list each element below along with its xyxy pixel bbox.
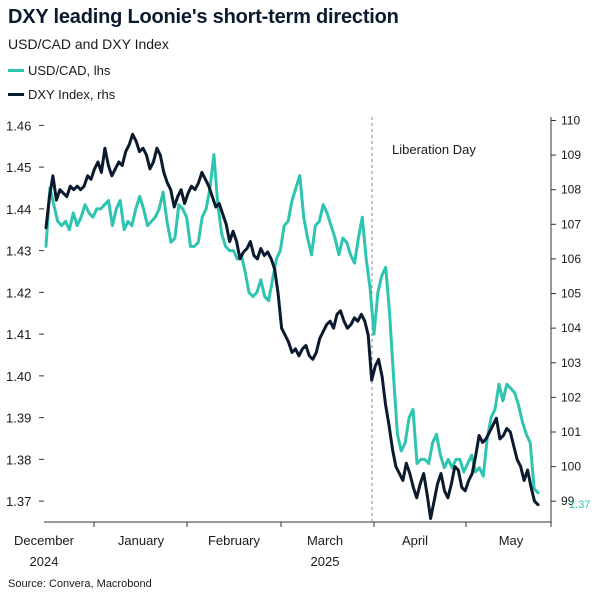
right-tick-label: 104: [561, 321, 581, 335]
right-tick-label: 99: [561, 494, 575, 508]
left-tick-label: 1.40: [6, 369, 31, 384]
chart-source: Source: Convera, Macrobond: [8, 578, 152, 590]
legend-item-dxy: DXY Index, rhs: [8, 87, 115, 102]
legend-label-dxy: DXY Index, rhs: [28, 87, 116, 102]
right-tick-label: 102: [561, 390, 581, 404]
left-tick-label: 1.41: [6, 327, 31, 342]
left-tick-label: 1.39: [6, 411, 31, 426]
right-tick-label: 100: [561, 460, 581, 474]
legend-item-usdcad: USD/CAD, lhs: [8, 63, 110, 78]
right-tick-label: 101: [561, 425, 581, 439]
right-tick-label: 105: [561, 287, 581, 301]
series-dxy-line: [44, 132, 540, 520]
left-tick-label: 1.45: [6, 160, 31, 175]
series-usdcad-line: [44, 153, 540, 495]
left-tick-label: 1.42: [6, 285, 31, 300]
liberation-day-label: Liberation Day: [392, 142, 476, 157]
chart-title: DXY leading Loonie's short-term directio…: [8, 6, 399, 28]
left-tick-label: 1.43: [6, 244, 31, 259]
legend-swatch-usdcad: [8, 69, 24, 72]
x-tick-label: April: [402, 533, 428, 548]
chart-subtitle: USD/CAD and DXY Index: [8, 36, 169, 52]
left-tick-label: 1.44: [6, 202, 31, 217]
right-tick-label: 110: [561, 113, 580, 127]
x-tick-label: December: [14, 533, 75, 548]
legend-label-usdcad: USD/CAD, lhs: [28, 63, 111, 78]
x-tick-sublabel: 2024: [30, 554, 59, 569]
left-tick-label: 1.38: [6, 452, 31, 467]
right-tick-label: 106: [561, 252, 581, 266]
left-tick-label: 1.37: [6, 494, 31, 509]
usdcad-end-label: 1.37: [569, 499, 590, 511]
x-tick-label: May: [499, 533, 524, 548]
legend-swatch-dxy: [8, 93, 24, 96]
x-tick-sublabel: 2025: [311, 554, 340, 569]
right-tick-label: 107: [561, 217, 581, 231]
right-tick-label: 109: [561, 148, 581, 162]
x-tick-label: February: [208, 533, 261, 548]
right-tick-label: 108: [561, 183, 581, 197]
right-tick-label: 103: [561, 356, 581, 370]
x-tick-label: January: [118, 533, 165, 548]
left-tick-label: 1.46: [6, 118, 31, 133]
x-tick-label: March: [307, 533, 343, 548]
